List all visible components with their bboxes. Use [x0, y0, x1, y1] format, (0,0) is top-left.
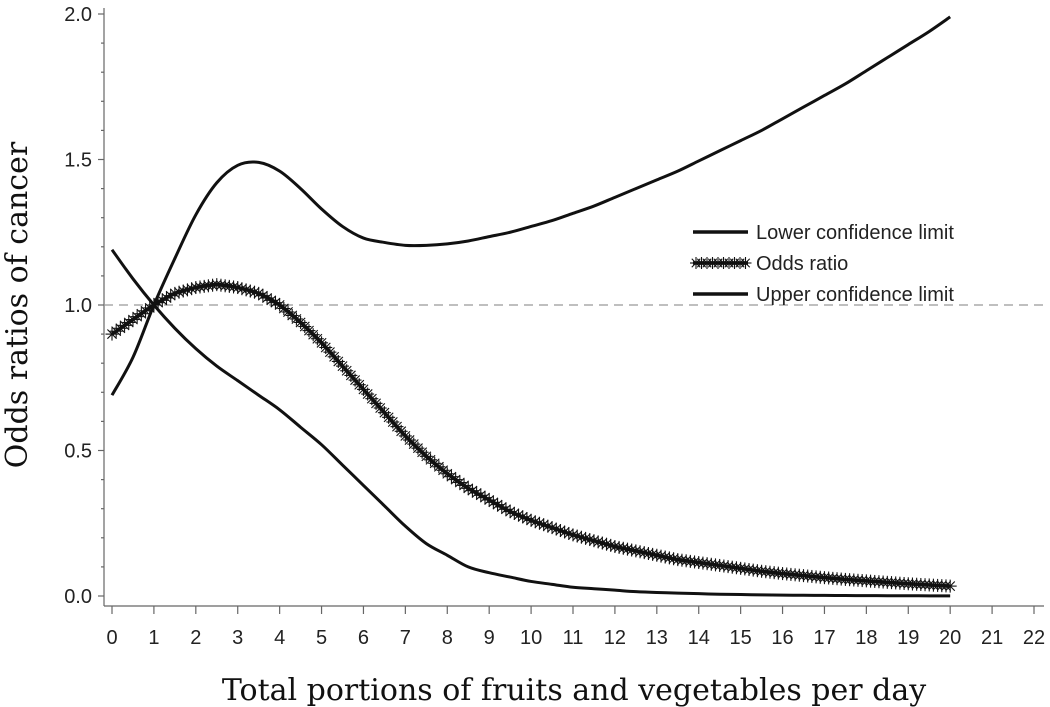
data-point: [524, 513, 538, 527]
series-layer: [105, 15, 957, 598]
x-tick-label: 20: [939, 627, 961, 649]
x-ticks: 0 1 2 3 4 5 6 7 8 9 10 11 12 13 14 15 16 17 18 19 20 21 22: [106, 606, 1045, 649]
x-tick-label: 14: [688, 627, 710, 649]
data-point: [444, 470, 458, 484]
legend-label: Odds ratio: [756, 253, 848, 275]
y-tick-label: 0.0: [64, 586, 92, 608]
x-tick-label: 5: [316, 627, 327, 649]
x-tick-label: 16: [771, 627, 793, 649]
legend: Lower confidence limit Odds ratio Upper co…: [690, 222, 954, 306]
x-tick-label: 9: [484, 627, 495, 649]
legend-item-lower-confidence-limit: Lower confidence limit: [693, 222, 954, 244]
y-axis-title: Odds ratios of cancer: [0, 141, 35, 468]
x-tick-label: 4: [274, 627, 285, 649]
x-tick-label: 11: [563, 627, 584, 649]
x-tick-label: 2: [190, 627, 201, 649]
y-tick-label: 1.0: [64, 295, 92, 317]
legend-label: Lower confidence limit: [756, 222, 954, 244]
x-tick-label: 13: [646, 627, 668, 649]
y-tick-label: 2.0: [64, 4, 92, 26]
series-line-lower-confidence-limit: [110, 248, 951, 598]
data-point: [629, 544, 643, 558]
x-tick-label: 22: [1023, 627, 1045, 649]
x-tick-label: 1: [148, 627, 159, 649]
legend-star: [739, 257, 752, 269]
x-axis-title: Total portions of fruits and vegetables …: [222, 673, 926, 707]
y-ticks: 0.0 0.5 1.0 1.5 2.0: [64, 4, 104, 608]
y-tick-label: 0.5: [64, 441, 92, 463]
legend-item-upper-confidence-limit: Upper confidence limit: [693, 284, 954, 306]
series-line-upper-confidence-limit: [110, 15, 952, 396]
series-line-odds-ratio: [111, 282, 951, 588]
x-tick-label: 6: [358, 627, 369, 649]
axes: [103, 8, 1044, 607]
y-tick-label: 1.5: [64, 150, 92, 172]
series-markers-odds-ratio: [105, 278, 957, 593]
data-point: [943, 579, 957, 593]
legend-label: Upper confidence limit: [756, 284, 954, 306]
x-tick-label: 17: [813, 627, 835, 649]
x-tick-label: 12: [604, 627, 626, 649]
x-tick-label: 21: [981, 627, 1003, 649]
x-tick-label: 0: [106, 627, 117, 649]
x-tick-label: 19: [897, 627, 919, 649]
data-point: [738, 562, 752, 576]
x-tick-label: 7: [400, 627, 411, 649]
legend-item-odds-ratio: Odds ratio: [690, 253, 848, 275]
x-tick-label: 10: [520, 627, 542, 649]
x-tick-label: 3: [232, 627, 243, 649]
x-tick-label: 8: [442, 627, 453, 649]
x-tick-label: 15: [730, 627, 752, 649]
x-tick-label: 18: [855, 627, 877, 649]
